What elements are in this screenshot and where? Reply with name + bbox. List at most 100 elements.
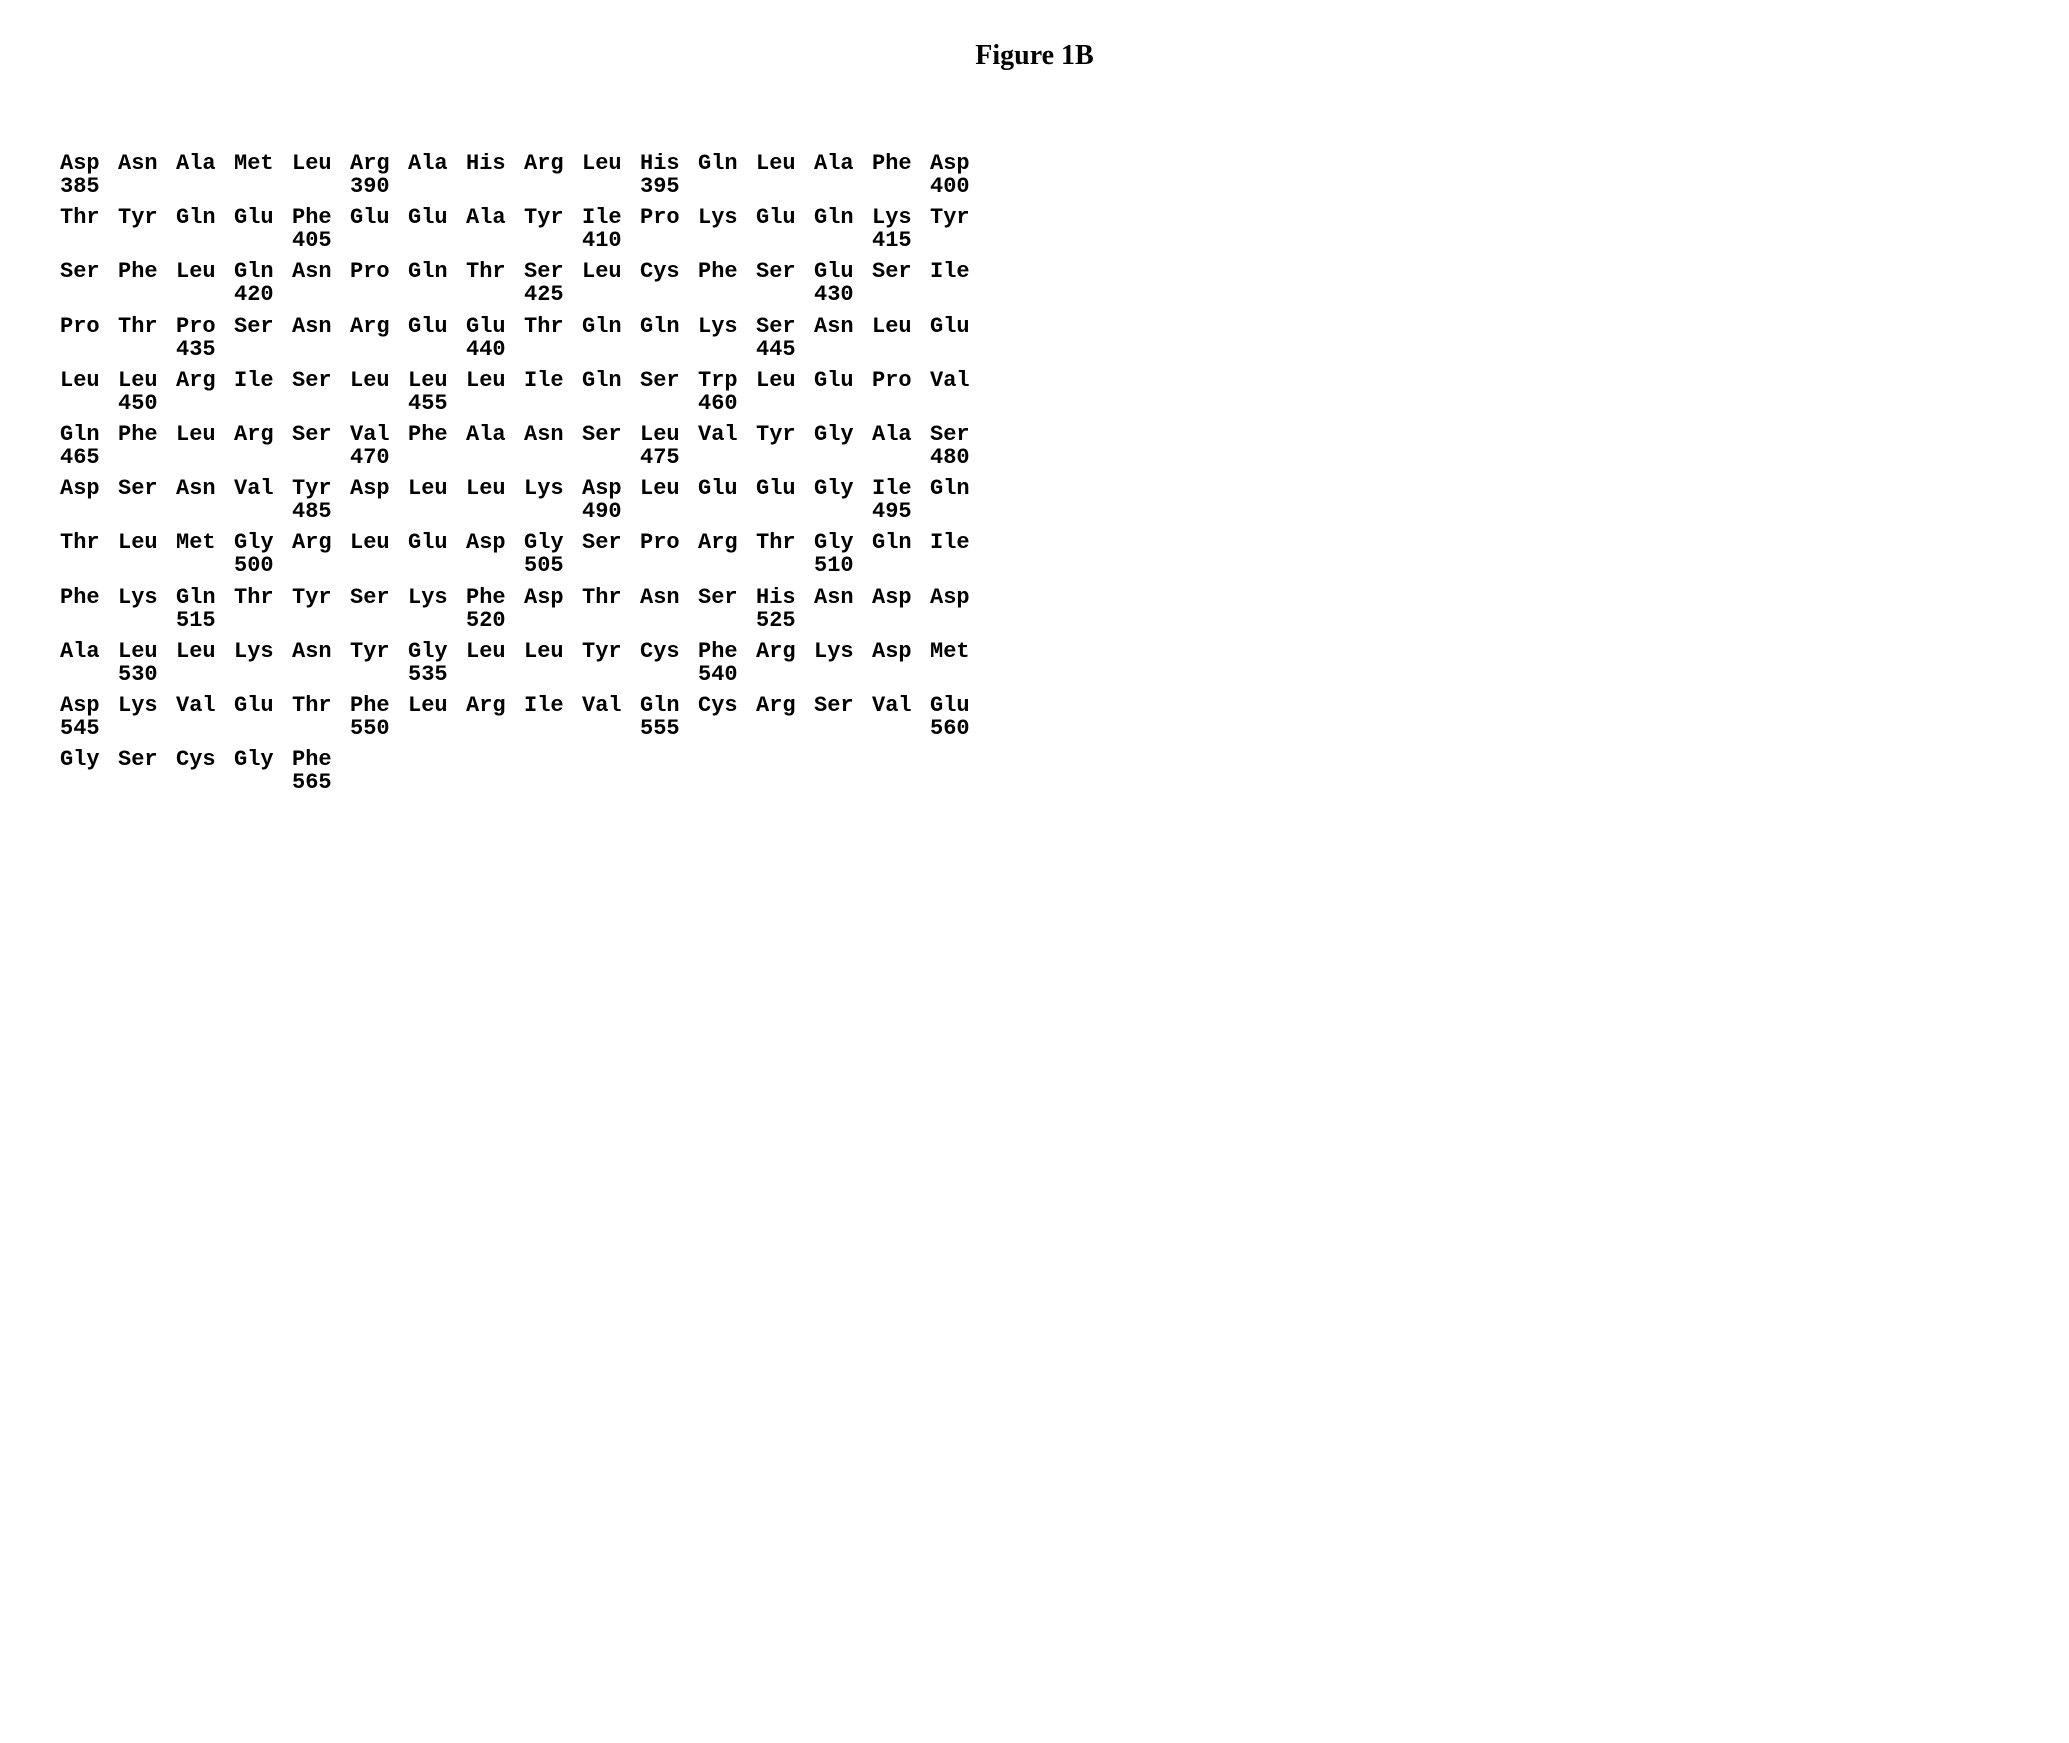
residue: Pro <box>640 531 698 554</box>
position-row: 545550555560 <box>60 717 2009 740</box>
position-row: 565 <box>60 771 2009 794</box>
residue: Tyr <box>292 586 350 609</box>
residue: Leu <box>176 640 234 663</box>
position-number <box>350 663 408 686</box>
position-number <box>234 229 292 252</box>
residue: Ala <box>408 152 466 175</box>
residue: Met <box>176 531 234 554</box>
residue: Gln <box>60 423 118 446</box>
residue: Pro <box>640 206 698 229</box>
position-number: 500 <box>234 554 292 577</box>
position-number <box>292 392 350 415</box>
residue: Asn <box>814 315 872 338</box>
position-number <box>118 554 176 577</box>
residue: Pro <box>350 260 408 283</box>
residue: Gly <box>814 423 872 446</box>
residue: Glu <box>408 531 466 554</box>
residue-row: ProThrProSerAsnArgGluGluThrGlnGlnLysSerA… <box>60 315 2009 338</box>
position-row: 420425430 <box>60 283 2009 306</box>
residue: Val <box>350 423 408 446</box>
position-number <box>466 717 524 740</box>
residue: Tyr <box>292 477 350 500</box>
position-number: 510 <box>814 554 872 577</box>
residue: Arg <box>350 315 408 338</box>
residue: Ser <box>872 260 930 283</box>
residue: Asn <box>292 315 350 338</box>
position-number <box>292 663 350 686</box>
position-number: 565 <box>292 771 350 794</box>
residue: Phe <box>872 152 930 175</box>
residue: Ser <box>756 315 814 338</box>
residue: Ser <box>814 694 872 717</box>
position-number <box>118 229 176 252</box>
residue: Ile <box>582 206 640 229</box>
position-number <box>872 446 930 469</box>
position-number: 530 <box>118 663 176 686</box>
position-number <box>640 229 698 252</box>
residue: Lys <box>872 206 930 229</box>
residue: Trp <box>698 369 756 392</box>
residue: Asn <box>118 152 176 175</box>
position-number <box>350 229 408 252</box>
position-number: 445 <box>756 338 814 361</box>
sequence-block: AspAsnAlaMetLeuArgAlaHisArgLeuHisGlnLeuA… <box>60 152 2009 794</box>
position-number: 550 <box>350 717 408 740</box>
residue: Leu <box>408 477 466 500</box>
position-number <box>814 663 872 686</box>
residue: Cys <box>698 694 756 717</box>
position-number: 400 <box>930 175 988 198</box>
position-number <box>350 500 408 523</box>
residue: Gly <box>60 748 118 771</box>
position-number <box>350 609 408 632</box>
residue: Thr <box>118 315 176 338</box>
residue: Phe <box>408 423 466 446</box>
residue: Ser <box>640 369 698 392</box>
position-row: 515520525 <box>60 609 2009 632</box>
position-number <box>176 446 234 469</box>
residue: Ile <box>930 531 988 554</box>
position-number <box>176 771 234 794</box>
residue: Ile <box>930 260 988 283</box>
residue: Glu <box>756 206 814 229</box>
residue-row: GlnPheLeuArgSerValPheAlaAsnSerLeuValTyrG… <box>60 423 2009 446</box>
position-number <box>466 392 524 415</box>
position-number <box>408 609 466 632</box>
residue: Gly <box>814 531 872 554</box>
residue: Asp <box>930 152 988 175</box>
position-number <box>466 283 524 306</box>
residue: Gln <box>582 315 640 338</box>
residue: Val <box>698 423 756 446</box>
position-number <box>292 717 350 740</box>
position-row: 385390395400 <box>60 175 2009 198</box>
residue: Met <box>930 640 988 663</box>
position-number: 470 <box>350 446 408 469</box>
position-row: 500505510 <box>60 554 2009 577</box>
residue: Leu <box>60 369 118 392</box>
position-number: 535 <box>408 663 466 686</box>
position-number <box>756 283 814 306</box>
residue: Ser <box>118 477 176 500</box>
position-number: 435 <box>176 338 234 361</box>
position-number <box>930 338 988 361</box>
residue: Leu <box>118 369 176 392</box>
residue: Leu <box>350 531 408 554</box>
residue: Arg <box>234 423 292 446</box>
position-number <box>756 175 814 198</box>
position-number <box>930 663 988 686</box>
residue: Cys <box>176 748 234 771</box>
residue: Ser <box>524 260 582 283</box>
position-number <box>698 609 756 632</box>
residue: Asp <box>872 640 930 663</box>
residue: Gln <box>698 152 756 175</box>
residue: Tyr <box>524 206 582 229</box>
position-number <box>872 392 930 415</box>
residue: Glu <box>466 315 524 338</box>
residue-row: AspAsnAlaMetLeuArgAlaHisArgLeuHisGlnLeuA… <box>60 152 2009 175</box>
residue: Arg <box>756 694 814 717</box>
residue: Gly <box>814 477 872 500</box>
position-number: 395 <box>640 175 698 198</box>
position-number <box>350 338 408 361</box>
residue: Leu <box>524 640 582 663</box>
position-number: 475 <box>640 446 698 469</box>
residue-row: PheLysGlnThrTyrSerLysPheAspThrAsnSerHisA… <box>60 586 2009 609</box>
